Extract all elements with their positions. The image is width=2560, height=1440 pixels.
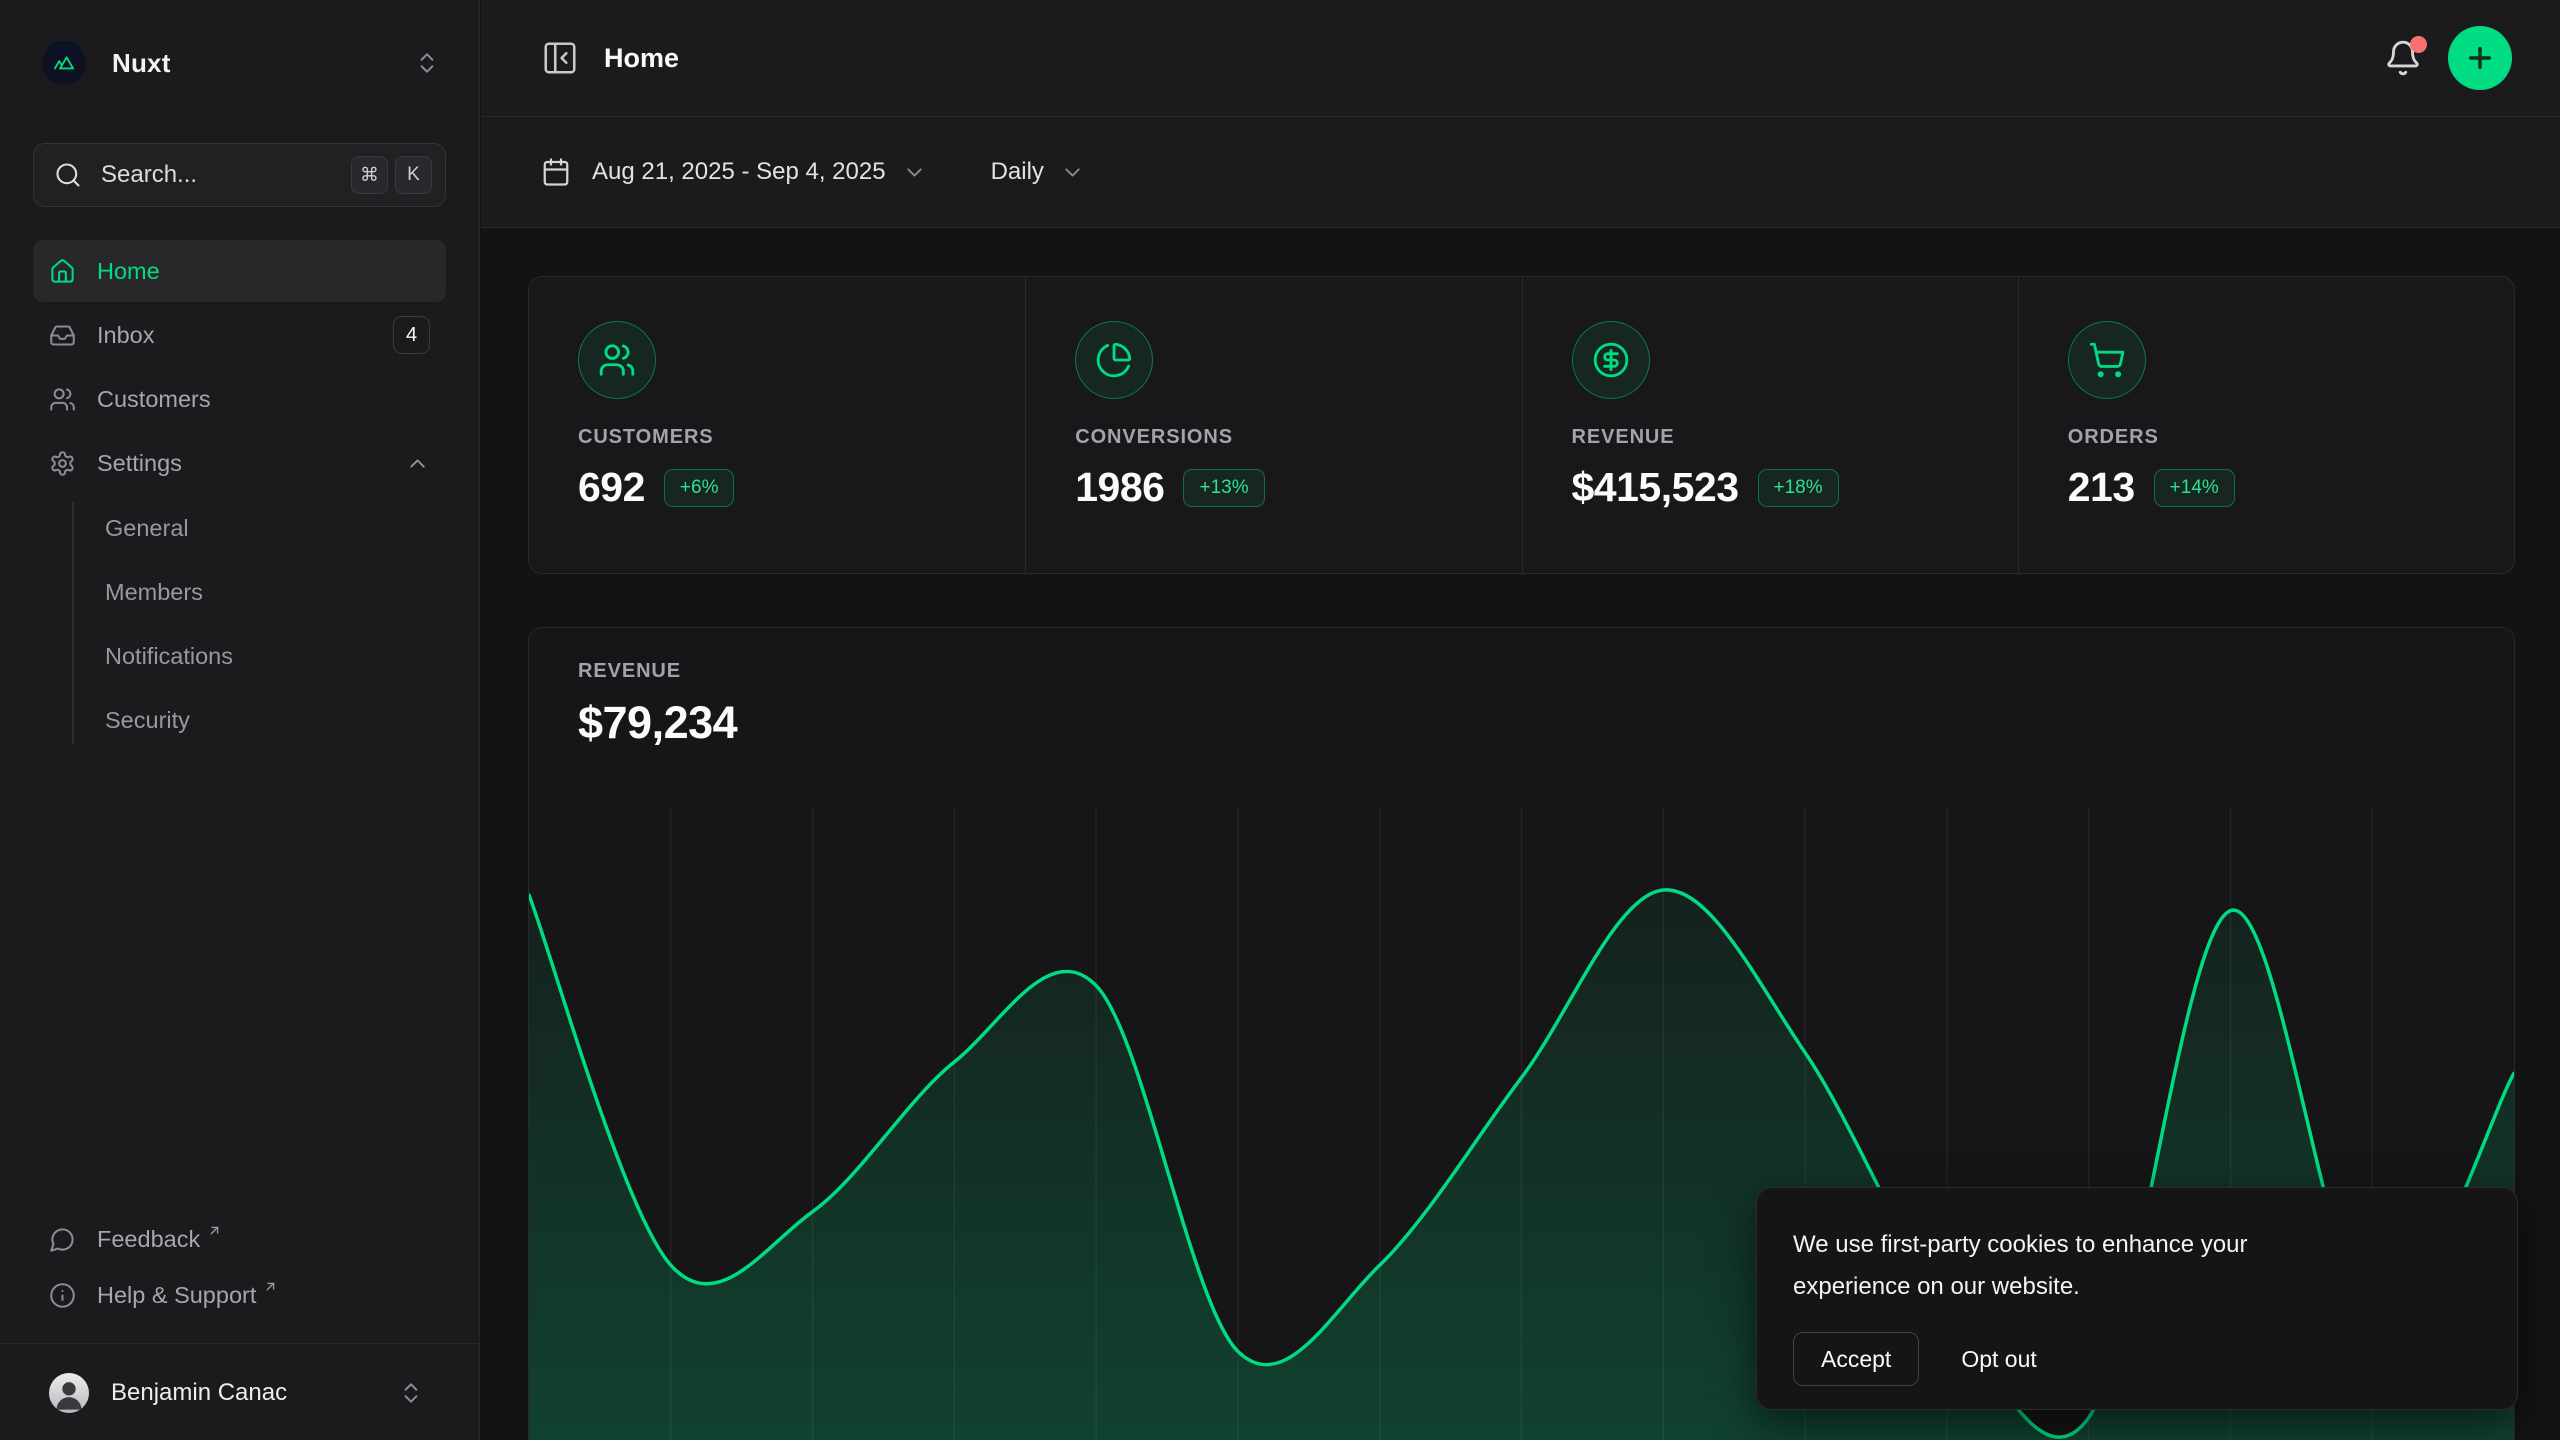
- inbox-count-badge: 4: [393, 316, 430, 354]
- interval-select[interactable]: Daily: [991, 158, 1085, 186]
- inbox-icon: [49, 322, 76, 349]
- users-icon: [49, 386, 76, 413]
- help-support-link[interactable]: Help & Support: [33, 1267, 446, 1323]
- sidebar-collapse-button[interactable]: [541, 39, 579, 77]
- stat-delta-badge: +13%: [1183, 469, 1264, 507]
- cookie-optout-button[interactable]: Opt out: [1961, 1346, 2036, 1373]
- sidebar-item-customers[interactable]: Customers: [33, 368, 446, 430]
- topbar-actions: [2384, 26, 2512, 90]
- sidebar-item-general[interactable]: General: [33, 496, 446, 560]
- sidebar-item-notifications[interactable]: Notifications: [33, 624, 446, 688]
- cookie-accept-button[interactable]: Accept: [1793, 1332, 1919, 1386]
- sidebar-item-label: Settings: [97, 450, 182, 477]
- chevrons-up-down-icon: [398, 1380, 424, 1406]
- avatar: [49, 1373, 89, 1413]
- feedback-link[interactable]: Feedback: [33, 1211, 446, 1267]
- dollar-circle-icon: [1572, 321, 1650, 399]
- date-range-picker[interactable]: Aug 21, 2025 - Sep 4, 2025: [541, 157, 927, 187]
- users-icon: [578, 321, 656, 399]
- pie-chart-icon: [1075, 321, 1153, 399]
- gear-icon: [49, 450, 76, 477]
- kbd-cmd: ⌘: [351, 156, 388, 194]
- sidebar-item-label: Customers: [97, 386, 211, 413]
- external-link-icon: [263, 1279, 278, 1294]
- stat-label: CONVERSIONS: [1075, 426, 1521, 449]
- sidebar-item-security[interactable]: Security: [33, 688, 446, 752]
- stat-label: CUSTOMERS: [578, 426, 1025, 449]
- revenue-value: $79,234: [578, 697, 2514, 749]
- workspace-name: Nuxt: [112, 48, 171, 79]
- search-placeholder: Search...: [101, 161, 197, 189]
- date-range-label: Aug 21, 2025 - Sep 4, 2025: [592, 158, 886, 186]
- stat-value: 692: [578, 464, 645, 511]
- cookie-banner: We use first-party cookies to enhance yo…: [1756, 1187, 2518, 1410]
- sidebar-item-label: Home: [97, 258, 160, 285]
- sidebar-nav: Home Inbox 4 Customers Settings General …: [33, 240, 446, 752]
- stat-delta-badge: +6%: [664, 469, 735, 507]
- divider: [0, 1343, 479, 1344]
- chevron-up-icon: [405, 451, 430, 476]
- user-menu[interactable]: Benjamin Canac: [33, 1356, 446, 1430]
- stat-label: ORDERS: [2068, 426, 2514, 449]
- kbd-k: K: [395, 156, 432, 194]
- plus-icon: [2464, 42, 2496, 74]
- search-input[interactable]: Search... ⌘ K: [33, 143, 446, 207]
- stat-delta-badge: +14%: [2154, 469, 2235, 507]
- stat-orders: ORDERS 213 +14%: [2018, 277, 2514, 573]
- nuxt-logo-icon: [42, 41, 86, 85]
- sidebar-item-label: Inbox: [97, 322, 155, 349]
- sidebar-footer: Feedback Help & Support Benjamin Canac: [33, 1211, 446, 1430]
- sidebar-item-home[interactable]: Home: [33, 240, 446, 302]
- chevron-down-icon: [1060, 160, 1085, 185]
- home-icon: [49, 258, 76, 285]
- chevron-down-icon: [902, 160, 927, 185]
- search-shortcut: ⌘ K: [351, 156, 432, 194]
- add-button[interactable]: [2448, 26, 2512, 90]
- message-circle-icon: [49, 1226, 76, 1253]
- settings-subnav: General Members Notifications Security: [33, 496, 446, 752]
- notification-dot: [2410, 36, 2427, 53]
- stat-value: 1986: [1075, 464, 1164, 511]
- stat-conversions: CONVERSIONS 1986 +13%: [1025, 277, 1521, 573]
- stat-customers: CUSTOMERS 692 +6%: [529, 277, 1025, 573]
- sidebar-item-members[interactable]: Members: [33, 560, 446, 624]
- interval-label: Daily: [991, 158, 1044, 186]
- search-icon: [54, 161, 82, 189]
- external-link-icon: [207, 1223, 222, 1238]
- stat-value: $415,523: [1572, 464, 1739, 511]
- stat-label: REVENUE: [1572, 426, 2018, 449]
- sidebar-item-inbox[interactable]: Inbox 4: [33, 304, 446, 366]
- revenue-label: REVENUE: [578, 660, 2514, 683]
- stat-value: 213: [2068, 464, 2135, 511]
- page-title: Home: [604, 43, 679, 74]
- chevrons-up-down-icon: [414, 50, 440, 76]
- calendar-icon: [541, 157, 571, 187]
- stat-delta-badge: +18%: [1758, 469, 1839, 507]
- user-name: Benjamin Canac: [111, 1379, 287, 1407]
- filterbar: Aug 21, 2025 - Sep 4, 2025 Daily: [481, 117, 2560, 228]
- notifications-button[interactable]: [2384, 39, 2422, 77]
- stat-revenue: REVENUE $415,523 +18%: [1522, 277, 2018, 573]
- cookie-message: We use first-party cookies to enhance yo…: [1793, 1224, 2313, 1308]
- info-circle-icon: [49, 1282, 76, 1309]
- sidebar-item-settings[interactable]: Settings: [33, 432, 446, 494]
- stats-panel: CUSTOMERS 692 +6% CONVERSIONS 1986 +13% …: [528, 276, 2515, 574]
- sidebar: Nuxt Search... ⌘ K Home Inbox 4 Customer…: [0, 0, 480, 1440]
- topbar: Home: [481, 0, 2560, 117]
- cart-icon: [2068, 321, 2146, 399]
- workspace-selector[interactable]: Nuxt: [33, 38, 446, 88]
